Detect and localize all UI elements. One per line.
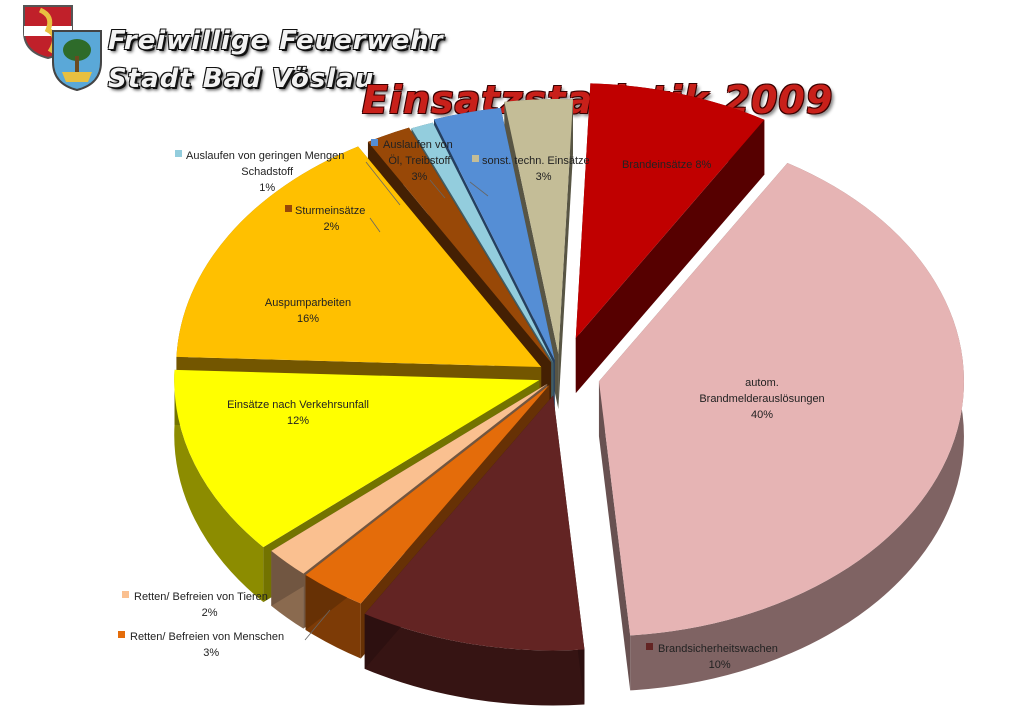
slice-6 — [174, 369, 540, 548]
slice-5 — [271, 383, 548, 574]
slice-side-3 — [364, 613, 585, 706]
data-label-9: Auslaufen von geringen Mengen Schadstoff 1… — [186, 150, 344, 194]
leader-line-9 — [365, 161, 401, 206]
data-label-6: Einsätze nach Verkehrsunfall 12% — [227, 399, 369, 427]
leader-line-10 — [429, 179, 446, 199]
slice-4 — [305, 385, 550, 604]
slice-3 — [364, 395, 585, 651]
header: Freiwillige Feuerwehr Stadt Bad Vöslau E… — [0, 0, 1024, 130]
slice-2 — [598, 162, 964, 636]
data-label-4: Retten/ Befreien von Menschen 3% — [130, 631, 284, 659]
city-coat-of-arms-icon — [52, 30, 102, 92]
data-label-11: sonst. techn. Einsätze 3% — [482, 155, 590, 183]
legend-swatch-4 — [118, 631, 125, 638]
data-label-5: Retten/ Befreien von Tieren 2% — [134, 591, 268, 619]
slice-edge-1-2 — [575, 119, 765, 394]
slice-8 — [367, 127, 552, 363]
data-label-1: Brandeinsätze 8% — [622, 159, 711, 171]
data-label-8: Sturmeinsätze 2% — [295, 205, 365, 233]
slice-7 — [176, 146, 542, 368]
legend-swatch-3 — [646, 643, 653, 650]
slice-11 — [504, 99, 573, 355]
slice-edge-11-2 — [558, 99, 573, 410]
leader-line-4 — [304, 609, 331, 641]
slice-edge-2-2 — [598, 381, 631, 691]
slice-9 — [411, 122, 554, 364]
legend-swatch-5 — [122, 591, 129, 598]
legend-swatch-1 — [616, 159, 623, 166]
legend-swatch-8 — [285, 205, 292, 212]
leader-line-8 — [369, 217, 381, 233]
data-label-2: autom. Brandmelderauslösungen 40% — [699, 377, 824, 421]
legend-swatch-10 — [371, 139, 378, 146]
slice-10 — [434, 107, 555, 361]
data-label-7: Auspumparbeiten 16% — [265, 297, 351, 325]
org-name-line1: Freiwillige Feuerwehr — [108, 26, 444, 56]
slice-1 — [575, 83, 765, 339]
leader-line-11 — [469, 181, 489, 197]
slice-side-2 — [630, 162, 964, 691]
data-label-3: Brandsicherheitswachen 10% — [658, 643, 778, 671]
legend-swatch-9 — [175, 150, 182, 157]
org-name-line2: Stadt Bad Vöslau — [108, 64, 375, 94]
slice-side-6 — [174, 369, 264, 603]
data-label-10: Auslaufen von Öl, Treibstoff 3% — [383, 139, 453, 183]
legend-swatch-11 — [472, 155, 479, 162]
